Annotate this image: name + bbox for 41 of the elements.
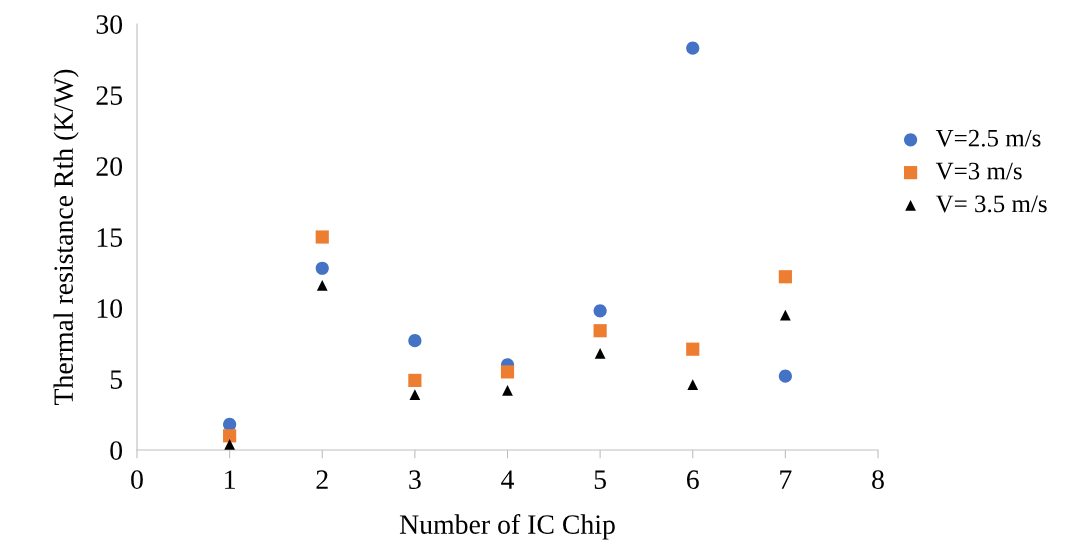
x-tick-label: 5	[594, 470, 606, 489]
x-tick-label: 4	[501, 470, 515, 489]
y-tick-label: 25	[96, 86, 123, 105]
point	[316, 279, 328, 291]
point	[223, 417, 237, 432]
y-tick-label: 0	[110, 441, 123, 460]
x-axis-title: Number of IC Chip	[399, 514, 615, 540]
point	[686, 342, 700, 356]
y-tick-label: 10	[97, 299, 123, 318]
y-tick-label: 20	[96, 157, 123, 176]
point	[502, 384, 513, 396]
x-tick-label: 1	[225, 470, 235, 489]
x-tick-label: 7	[780, 470, 792, 489]
point	[409, 389, 421, 400]
point	[594, 348, 606, 359]
x-tick-label: 3	[409, 470, 421, 489]
point	[315, 261, 329, 275]
legend-label: V=3 m/s	[935, 162, 1022, 180]
point	[500, 365, 515, 379]
x-tick-label: 2	[316, 470, 328, 489]
y-axis-title: Thermal resistance Rth (K/W)	[53, 69, 79, 406]
y-tick-label: 5	[110, 370, 123, 389]
x-tick-label: 6	[687, 470, 699, 489]
point	[408, 334, 422, 348]
point	[593, 324, 607, 338]
point	[686, 41, 700, 55]
legend-label: V=2.5 m/s	[935, 129, 1041, 147]
point	[687, 379, 699, 391]
point	[778, 270, 792, 284]
point	[780, 309, 791, 321]
point	[224, 438, 235, 450]
x-tick-label: 0	[131, 470, 143, 489]
y-tick-label: 30	[96, 15, 123, 34]
point	[593, 304, 607, 318]
point	[315, 230, 329, 244]
x-tick-label: 8	[872, 470, 884, 489]
point	[223, 429, 237, 443]
y-tick-label: 15	[97, 228, 123, 247]
point	[778, 369, 792, 383]
legend-label: V= 3.5 m/s	[935, 195, 1047, 213]
point	[408, 373, 422, 388]
